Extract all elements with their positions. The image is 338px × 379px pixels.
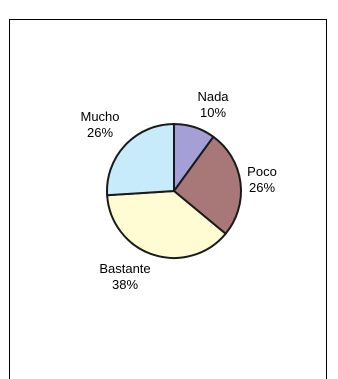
pie-slice-bastante [106,190,227,259]
slice-label-nada: Nada [197,89,229,104]
pie-slice-mucho [106,123,175,197]
slice-label-mucho: Mucho [80,109,119,124]
pie-slice-poco [173,135,242,235]
slice-label-poco: Poco [247,164,277,179]
slice-percent-mucho: 26% [87,125,113,140]
slice-percent-bastante: 38% [112,277,138,292]
slice-percent-poco: 26% [249,180,275,195]
slice-percent-nada: 10% [200,105,226,120]
pie-slices [106,123,242,259]
slice-label-bastante: Bastante [99,261,150,276]
